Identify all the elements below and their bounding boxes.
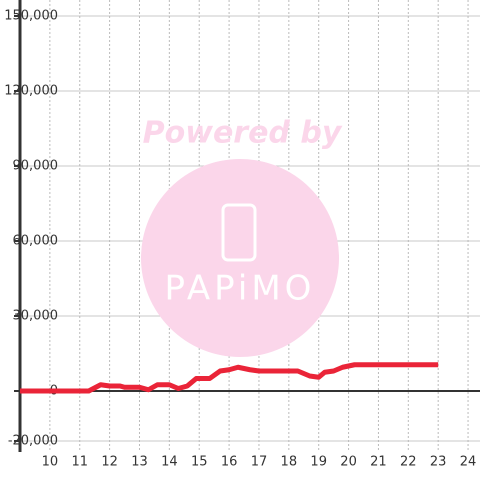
x-tick-label: 19 xyxy=(310,455,327,470)
x-tick-label: 15 xyxy=(191,455,208,470)
watermark-text: Powered by xyxy=(143,116,343,151)
watermark-phone xyxy=(221,203,257,262)
data-line xyxy=(20,362,439,394)
y-tick-label: 120,000 xyxy=(4,84,58,99)
x-tick-label: 16 xyxy=(221,455,238,470)
x-tick-label: 14 xyxy=(161,455,178,470)
x-tick-label: 13 xyxy=(131,455,148,470)
y-tick-label: 60,000 xyxy=(13,234,59,249)
x-tick-label: 10 xyxy=(42,455,59,470)
x-tick-label: 11 xyxy=(71,455,88,470)
watermark-circle xyxy=(141,159,339,357)
x-tick-label: 24 xyxy=(460,455,477,470)
x-tick-label: 17 xyxy=(251,455,268,470)
x-tick-label: 12 xyxy=(101,455,118,470)
y-tick-label: 90,000 xyxy=(13,159,59,174)
x-tick-label: 23 xyxy=(430,455,447,470)
x-tick-label: 21 xyxy=(370,455,387,470)
y-tick-label: 150,000 xyxy=(4,9,58,24)
watermark-logo: PAPiMO xyxy=(165,269,316,309)
y-tick-label: 30,000 xyxy=(13,309,59,324)
x-tick-label: 20 xyxy=(340,455,357,470)
x-tick-label: 18 xyxy=(281,455,298,470)
x-tick-label: 22 xyxy=(400,455,417,470)
